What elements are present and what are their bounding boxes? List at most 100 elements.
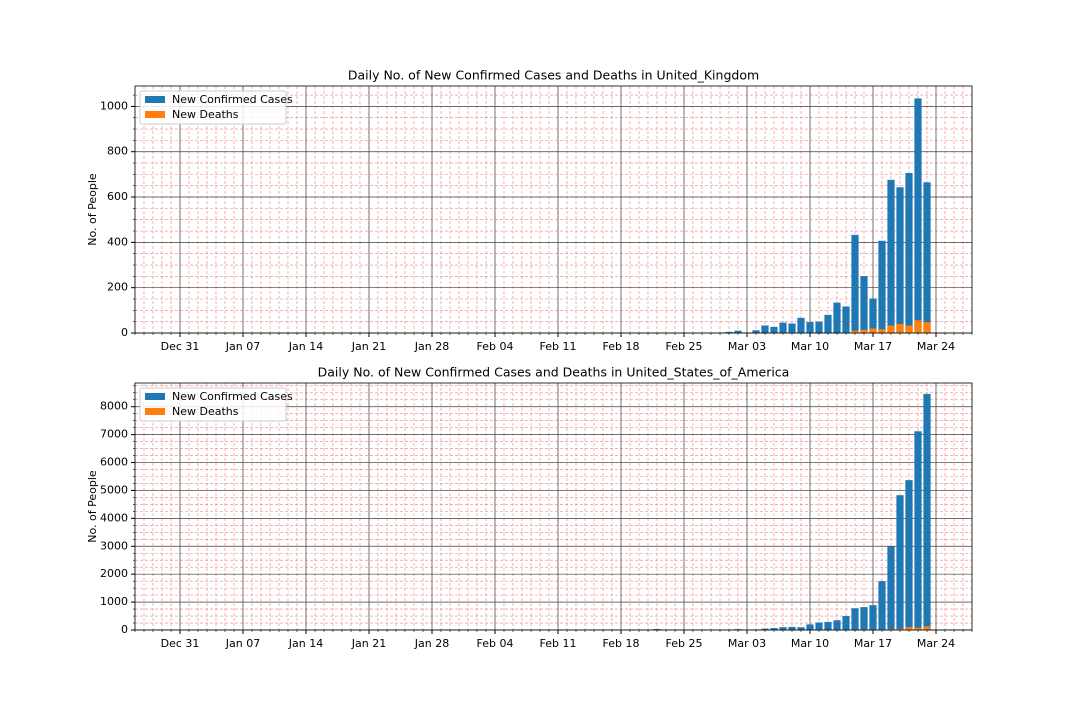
y-tick-label: 3000 — [100, 539, 128, 552]
x-tick-label: Mar 03 — [728, 637, 766, 650]
bar — [878, 581, 886, 630]
bar — [833, 620, 841, 630]
x-tick-label: Jan 07 — [225, 637, 260, 650]
bar — [914, 320, 922, 333]
bar — [905, 173, 913, 333]
axes-frame — [134, 85, 973, 334]
y-axis-label: No. of People — [86, 173, 99, 246]
bar — [905, 627, 913, 630]
y-tick-label: 1000 — [100, 595, 128, 608]
bar — [860, 276, 868, 333]
bar — [824, 314, 832, 333]
bar — [896, 495, 904, 630]
subplot: Dec 31 Jan 07 Jan 14 Jan 21 Jan 28 Feb 04 Feb … — [86, 365, 973, 650]
bar — [752, 330, 760, 333]
legend-label: New Confirmed Cases — [172, 390, 293, 403]
x-tick-label: Jan 14 — [288, 637, 323, 650]
y-tick-label: 7000 — [100, 428, 128, 441]
x-tick-label: Feb 11 — [540, 637, 577, 650]
bar — [896, 323, 904, 333]
legend-box — [139, 387, 287, 422]
bar — [914, 431, 922, 630]
bar — [878, 240, 886, 333]
x-tick-label: Jan 14 — [288, 340, 323, 353]
bar — [788, 323, 796, 333]
y-tick-label: 6000 — [100, 456, 128, 469]
bar — [761, 628, 769, 630]
x-tick-label: Jan 07 — [225, 340, 260, 353]
bar — [779, 627, 787, 630]
bar — [905, 325, 913, 333]
bar — [851, 330, 859, 333]
y-tick-label: 5000 — [100, 483, 128, 496]
bar — [770, 326, 778, 333]
x-tick-label: Feb 18 — [603, 637, 640, 650]
bar — [842, 306, 850, 333]
bar — [806, 624, 814, 630]
x-tick-label: Dec 31 — [161, 637, 200, 650]
bar — [797, 627, 805, 630]
bar — [896, 628, 904, 630]
bar — [896, 187, 904, 333]
bar — [905, 480, 913, 630]
x-tick-label: Mar 24 — [917, 637, 955, 650]
x-tick-label: Mar 17 — [854, 637, 892, 650]
x-tick-label: Mar 10 — [791, 340, 829, 353]
x-tick-label: Mar 24 — [917, 340, 955, 353]
bar — [887, 629, 895, 630]
x-tick-label: Jan 21 — [351, 340, 386, 353]
bar — [653, 629, 661, 630]
chart-title: Daily No. of New Confirmed Cases and Dea… — [318, 365, 790, 380]
x-tick-label: Feb 25 — [666, 340, 703, 353]
y-tick-label: 4000 — [100, 511, 128, 524]
y-tick-label: 8000 — [100, 400, 128, 413]
bar — [878, 329, 886, 333]
bar — [860, 607, 868, 630]
bar — [815, 622, 823, 630]
x-tick-label: Feb 04 — [477, 340, 514, 353]
x-tick-label: Feb 04 — [477, 637, 514, 650]
x-tick-label: Dec 31 — [161, 340, 200, 353]
bar — [779, 322, 787, 333]
y-tick-label: 400 — [107, 235, 128, 248]
chart-title: Daily No. of New Confirmed Cases and Dea… — [348, 68, 759, 83]
legend-label: New Deaths — [172, 108, 239, 121]
legend-swatch — [145, 408, 165, 415]
bar — [887, 179, 895, 333]
bar — [761, 325, 769, 333]
bar — [734, 629, 742, 630]
bar — [833, 302, 841, 333]
x-tick-label: Mar 17 — [854, 340, 892, 353]
bar — [869, 328, 877, 333]
y-tick-label: 2000 — [100, 567, 128, 580]
x-tick-label: Jan 28 — [414, 340, 449, 353]
y-tick-label: 0 — [121, 326, 128, 339]
axes-frame — [134, 382, 973, 631]
bar — [788, 626, 796, 630]
bar — [923, 322, 931, 333]
legend-label: New Deaths — [172, 405, 239, 418]
bar — [725, 331, 733, 333]
bar — [815, 321, 823, 333]
y-axis-label: No. of People — [86, 470, 99, 543]
bar — [923, 182, 931, 333]
x-tick-label: Jan 21 — [351, 637, 386, 650]
legend-swatch — [145, 96, 165, 103]
bar — [914, 98, 922, 333]
x-tick-label: Mar 03 — [728, 340, 766, 353]
bar — [869, 605, 877, 630]
bar — [824, 621, 832, 630]
bar — [887, 546, 895, 630]
bar — [923, 626, 931, 630]
bar — [797, 317, 805, 333]
bar — [734, 330, 742, 333]
bar — [851, 234, 859, 333]
bar — [923, 393, 931, 630]
x-tick-label: Jan 28 — [414, 637, 449, 650]
y-tick-label: 600 — [107, 190, 128, 203]
bar — [914, 627, 922, 630]
bar — [887, 325, 895, 333]
bar — [869, 298, 877, 333]
y-tick-label: 800 — [107, 145, 128, 158]
